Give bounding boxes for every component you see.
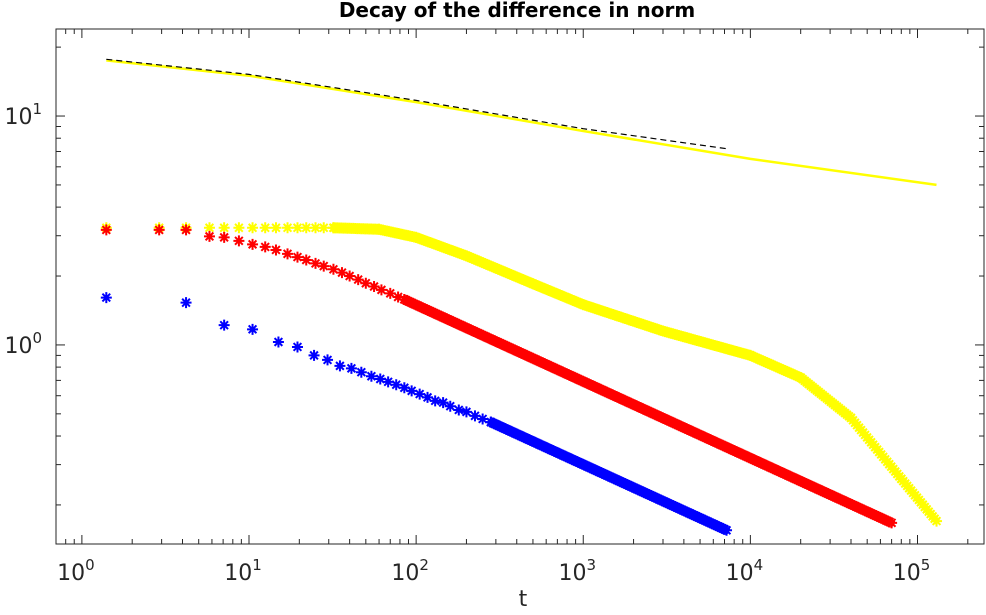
data-point-series-1: [414, 388, 426, 400]
data-point-series-2: [282, 248, 294, 260]
data-point-series-1: [437, 397, 449, 409]
x-tick-label: 102: [391, 556, 429, 586]
data-point-series-1: [422, 391, 434, 403]
data-point-series-1: [180, 297, 192, 309]
data-point-series-1: [308, 349, 320, 361]
y-tick-label: 101: [4, 100, 42, 130]
data-point-series-1: [406, 385, 418, 397]
x-axis-label: t: [519, 587, 528, 610]
data-point-series-2: [100, 224, 112, 236]
data-point-series-3: [310, 222, 322, 234]
data-point-series-1: [460, 406, 472, 418]
data-point-series-1: [291, 341, 303, 353]
data-point-series-3: [233, 222, 245, 234]
data-point-series-1: [355, 366, 367, 378]
data-point-series-1: [453, 404, 465, 416]
data-point-series-1: [398, 382, 410, 394]
data-point-series-1: [374, 373, 386, 385]
data-point-series-3: [247, 222, 259, 234]
data-point-series-3: [318, 222, 330, 234]
data-point-series-1: [390, 379, 402, 391]
axes: 100 101 102 103 104 105 100 101: [4, 28, 985, 586]
data-point-series-3: [282, 222, 294, 234]
data-point-series-1: [272, 336, 284, 348]
data-point-series-3: [259, 222, 271, 234]
x-tick-label: 104: [726, 556, 764, 586]
data-point-series-1: [100, 292, 112, 304]
data-point-series-3: [203, 222, 215, 234]
data-point-series-2: [300, 254, 312, 266]
y-tick-label: 100: [4, 329, 42, 359]
data-point-series-3: [291, 222, 303, 234]
data-point-series-2: [153, 224, 165, 236]
data-point-series-2: [336, 267, 348, 279]
data-point-series-1: [429, 395, 441, 407]
data-point-series-1: [382, 376, 394, 388]
x-tick-label: 100: [57, 556, 95, 586]
chart-title: Decay of the difference in norm: [339, 0, 695, 22]
data-point-series-2: [344, 270, 356, 282]
data-point-series-2: [180, 224, 192, 236]
data-point-series-2: [259, 241, 271, 253]
data-point-series-1: [469, 410, 481, 422]
data-point-series-2: [886, 517, 898, 529]
data-point-series-2: [327, 263, 339, 275]
plot-area: [100, 58, 943, 536]
data-point-series-2: [218, 231, 230, 243]
data-point-series-2: [360, 277, 372, 289]
data-point-series-1: [218, 319, 230, 331]
axes-frame: [55, 28, 985, 545]
data-point-series-2: [384, 287, 396, 299]
data-point-series-1: [477, 413, 489, 425]
data-point-series-1: [247, 323, 259, 335]
data-point-series-2: [203, 230, 215, 242]
data-point-series-2: [270, 244, 282, 256]
data-point-series-3: [931, 515, 943, 527]
data-point-series-1: [365, 370, 377, 382]
data-point-series-3: [270, 222, 282, 234]
x-tick-label: 101: [224, 556, 262, 586]
x-tick-label: 103: [558, 556, 596, 586]
data-point-series-1: [345, 362, 357, 374]
reference-line: [106, 59, 937, 187]
data-point-series-2: [291, 251, 303, 263]
data-point-series-2: [368, 281, 380, 292]
data-point-series-2: [247, 238, 259, 250]
x-tick-label: 105: [893, 556, 931, 586]
data-point-series-1: [322, 354, 334, 366]
data-point-series-1: [444, 400, 456, 412]
dashed-reference-line: [106, 58, 727, 150]
data-point-series-1: [721, 524, 733, 536]
data-point-series-2: [233, 235, 245, 247]
data-point-series-2: [352, 274, 364, 286]
data-point-series-2: [310, 257, 322, 269]
data-point-series-3: [218, 222, 230, 234]
data-point-series-2: [392, 291, 404, 303]
data-point-series-2: [375, 284, 387, 296]
data-point-series-1: [334, 360, 346, 372]
data-point-series-2: [318, 260, 330, 272]
data-point-series-3: [300, 222, 312, 234]
